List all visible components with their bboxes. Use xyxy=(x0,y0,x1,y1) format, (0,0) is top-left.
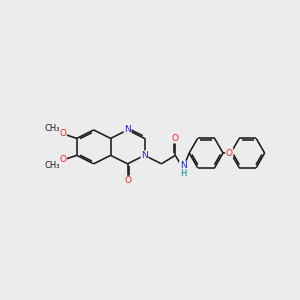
Text: O: O xyxy=(59,155,66,164)
Text: CH₃: CH₃ xyxy=(44,161,60,170)
Text: O: O xyxy=(172,134,179,143)
Text: O: O xyxy=(59,129,66,138)
Text: O: O xyxy=(226,148,233,158)
Text: N: N xyxy=(141,151,148,160)
Text: N: N xyxy=(180,161,186,170)
Text: H: H xyxy=(180,169,186,178)
Text: CH₃: CH₃ xyxy=(44,124,60,133)
Text: O: O xyxy=(124,176,131,185)
Text: N: N xyxy=(124,125,131,134)
